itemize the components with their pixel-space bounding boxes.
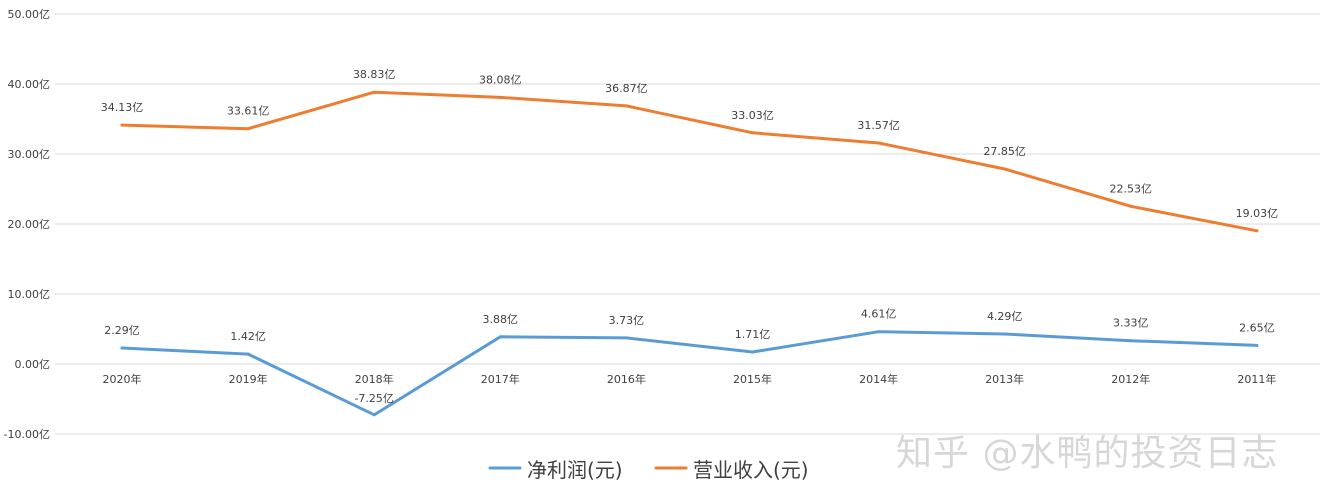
x-tick-label: 2019年	[229, 372, 268, 386]
data-point	[877, 330, 881, 334]
x-tick-label: 2014年	[859, 372, 898, 386]
legend-label: 净利润(元)	[527, 458, 623, 482]
x-tick-label: 2020年	[103, 372, 142, 386]
data-label: 4.61亿	[861, 308, 897, 321]
data-point	[1255, 229, 1259, 233]
data-point	[120, 123, 124, 127]
watermark: 知乎 @水鸭的投资日志	[896, 433, 1279, 474]
data-label: 38.08亿	[479, 73, 522, 86]
data-point	[498, 335, 502, 339]
x-tick-label: 2017年	[481, 372, 520, 386]
data-point	[751, 350, 754, 354]
x-tick-label: 2015年	[733, 372, 772, 386]
data-label: 2.65亿	[1239, 321, 1275, 334]
x-tick-label: 2016年	[607, 372, 646, 386]
y-tick-label: 50.00亿	[8, 8, 51, 21]
data-point	[1129, 204, 1133, 208]
data-point	[1003, 167, 1007, 171]
data-label: 22.53亿	[1110, 182, 1153, 195]
data-label: 34.13亿	[101, 101, 144, 114]
data-label: 2.29亿	[104, 324, 140, 337]
data-label: 1.42亿	[230, 330, 266, 343]
data-label: 38.83亿	[353, 68, 396, 81]
data-point	[372, 90, 376, 94]
y-tick-label: 20.00亿	[8, 218, 51, 231]
y-tick-label: 40.00亿	[8, 78, 51, 91]
data-label: 3.88亿	[483, 313, 519, 326]
data-point	[624, 336, 628, 340]
data-label: -7.25亿	[354, 392, 393, 405]
data-label: 33.03亿	[731, 109, 774, 122]
legend-label: 营业收入(元)	[693, 458, 809, 482]
x-tick-label: 2013年	[985, 372, 1024, 386]
data-point	[246, 127, 250, 131]
data-label: 19.03亿	[1236, 207, 1279, 220]
y-tick-label: -10.00亿	[4, 428, 50, 441]
data-label: 27.85亿	[983, 145, 1026, 158]
series-line-1	[120, 330, 1259, 417]
data-point	[372, 413, 376, 417]
data-point	[751, 131, 754, 135]
data-point	[246, 352, 250, 356]
data-point	[1129, 339, 1133, 343]
data-point	[1003, 332, 1007, 336]
data-label: 3.73亿	[609, 314, 645, 327]
data-point	[120, 346, 124, 350]
data-label: 31.57亿	[857, 119, 900, 132]
data-label: 3.33亿	[1113, 317, 1149, 330]
data-label: 4.29亿	[987, 310, 1023, 323]
y-tick-label: 10.00亿	[8, 288, 51, 301]
y-tick-label: 30.00亿	[8, 148, 51, 161]
data-label: 1.71亿	[735, 328, 771, 341]
series-line-2	[120, 90, 1259, 233]
data-label: 33.61亿	[227, 105, 270, 118]
data-point	[498, 95, 502, 99]
x-tick-label: 2018年	[355, 372, 394, 386]
y-tick-label: 0.00亿	[15, 358, 51, 371]
data-point	[1255, 343, 1259, 347]
data-point	[877, 141, 881, 145]
x-tick-label: 2011年	[1237, 372, 1276, 386]
x-tick-label: 2012年	[1111, 372, 1150, 386]
data-label: 36.87亿	[605, 82, 648, 95]
data-point	[624, 104, 628, 108]
